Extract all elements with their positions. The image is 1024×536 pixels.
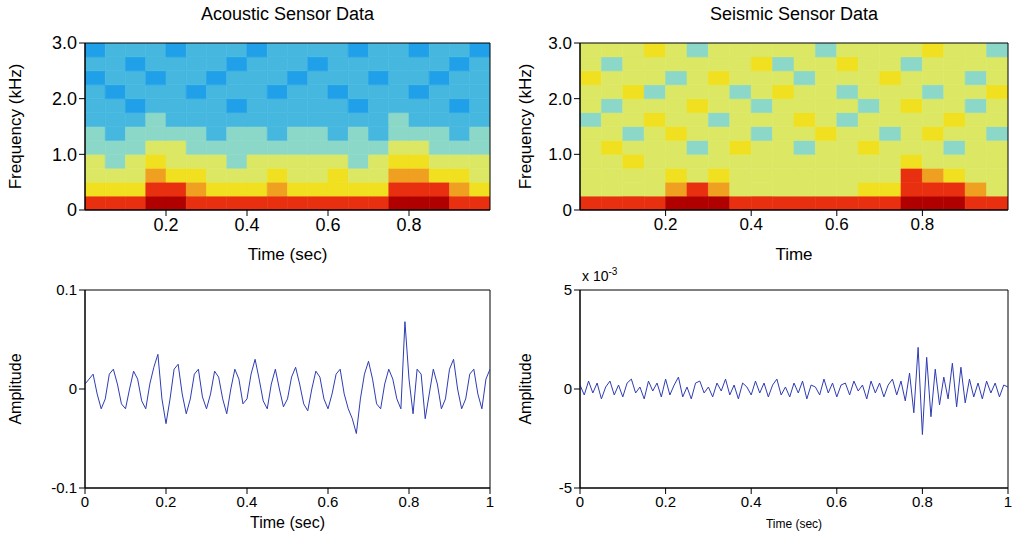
svg-text:0.8: 0.8 (912, 493, 933, 510)
svg-text:0: 0 (81, 493, 89, 510)
html-text:Acoustic Sensor Data: Acoustic Sensor Data (201, 4, 374, 24)
svg-text:0.6: 0.6 (826, 493, 847, 510)
svg-text:2.0: 2.0 (52, 89, 77, 109)
svg-text:0.2: 0.2 (655, 493, 676, 510)
svg-text:Amplitude: Amplitude (7, 353, 24, 424)
svg-text:0.8: 0.8 (396, 215, 421, 235)
svg-text:0.8: 0.8 (399, 493, 420, 510)
svg-text:0.2: 0.2 (156, 493, 177, 510)
svg-text:-0.1: -0.1 (51, 479, 77, 496)
svg-text:0.2: 0.2 (654, 215, 678, 234)
svg-text:0.4: 0.4 (739, 215, 763, 234)
svg-text:Frequency (kHz): Frequency (kHz) (516, 64, 535, 190)
svg-text:3.0: 3.0 (52, 33, 77, 53)
svg-text:0: 0 (576, 493, 584, 510)
svg-text:1.0: 1.0 (548, 145, 572, 164)
svg-text:0.4: 0.4 (234, 215, 259, 235)
svg-text:0.4: 0.4 (741, 493, 762, 510)
svg-text:0: 0 (563, 201, 572, 220)
html-text:Seismic Sensor Data: Seismic Sensor Data (710, 4, 878, 24)
svg-text:0.6: 0.6 (315, 215, 340, 235)
svg-text:0: 0 (69, 380, 77, 397)
svg-text:0: 0 (67, 200, 77, 220)
svg-text:5: 5 (564, 281, 572, 298)
svg-text:3.0: 3.0 (548, 34, 572, 53)
svg-text:Amplitude: Amplitude (517, 353, 534, 424)
svg-text:Time: Time (775, 245, 812, 264)
svg-text:Frequency (kHz): Frequency (kHz) (6, 64, 25, 190)
html-text:x 10-3: x 10-3 (582, 266, 618, 284)
svg-text:0.6: 0.6 (825, 215, 849, 234)
svg-text:Time (sec): Time (sec) (766, 517, 822, 531)
svg-text:0.6: 0.6 (318, 493, 339, 510)
svg-text:0.4: 0.4 (237, 493, 258, 510)
svg-text:1: 1 (1004, 493, 1012, 510)
svg-text:1.0: 1.0 (52, 145, 77, 165)
svg-text:1: 1 (486, 493, 494, 510)
svg-text:0.8: 0.8 (911, 215, 935, 234)
svg-text:0: 0 (564, 380, 572, 397)
svg-text:-5: -5 (559, 479, 572, 496)
svg-text:Time (sec): Time (sec) (248, 245, 328, 264)
svg-text:2.0: 2.0 (548, 90, 572, 109)
svg-text:Time (sec): Time (sec) (250, 514, 325, 531)
svg-text:0.1: 0.1 (56, 281, 77, 298)
svg-text:0.2: 0.2 (153, 215, 178, 235)
